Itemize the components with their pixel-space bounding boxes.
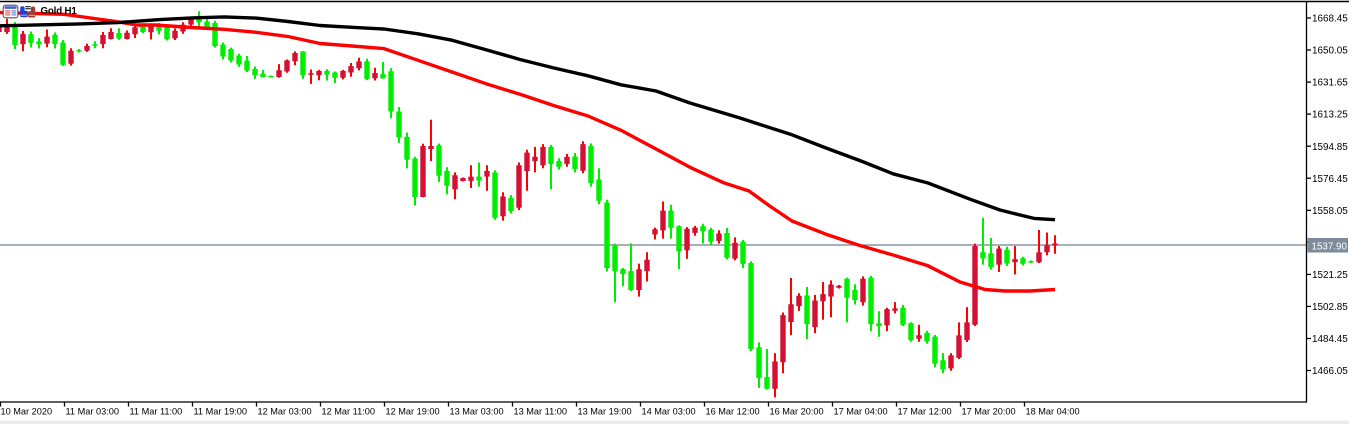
svg-text:18 Mar 04:00: 18 Mar 04:00: [1026, 407, 1080, 417]
svg-text:10 Mar 2020: 10 Mar 2020: [1, 407, 53, 417]
svg-text:17 Mar 20:00: 17 Mar 20:00: [962, 407, 1016, 417]
svg-text:1613.25: 1613.25: [1312, 110, 1348, 121]
svg-text:1466.05: 1466.05: [1312, 366, 1348, 377]
svg-text:1576.45: 1576.45: [1312, 174, 1348, 185]
svg-text:13 Mar 03:00: 13 Mar 03:00: [450, 407, 504, 417]
svg-text:1484.45: 1484.45: [1312, 334, 1348, 345]
svg-text:1631.65: 1631.65: [1312, 78, 1348, 89]
svg-text:16 Mar 12:00: 16 Mar 12:00: [706, 407, 760, 417]
svg-text:11 Mar 11:00: 11 Mar 11:00: [130, 407, 183, 417]
svg-text:Gold H1: Gold H1: [41, 6, 78, 17]
svg-text:11 Mar 03:00: 11 Mar 03:00: [66, 407, 119, 417]
svg-text:1668.45: 1668.45: [1312, 14, 1348, 25]
svg-text:16 Mar 20:00: 16 Mar 20:00: [770, 407, 824, 417]
svg-text:14 Mar 03:00: 14 Mar 03:00: [642, 407, 696, 417]
svg-text:1594.85: 1594.85: [1312, 142, 1348, 153]
svg-text:1537.90: 1537.90: [1312, 241, 1348, 252]
svg-text:1521.25: 1521.25: [1312, 270, 1348, 281]
svg-text:11 Mar 19:00: 11 Mar 19:00: [194, 407, 247, 417]
svg-text:12 Mar 11:00: 12 Mar 11:00: [322, 407, 375, 417]
svg-text:17 Mar 04:00: 17 Mar 04:00: [834, 407, 888, 417]
svg-text:17 Mar 12:00: 17 Mar 12:00: [898, 407, 952, 417]
svg-text:12 Mar 03:00: 12 Mar 03:00: [258, 407, 312, 417]
svg-text:1650.05: 1650.05: [1312, 46, 1348, 57]
svg-text:13 Mar 19:00: 13 Mar 19:00: [578, 407, 632, 417]
svg-text:12 Mar 19:00: 12 Mar 19:00: [386, 407, 440, 417]
svg-text:1558.05: 1558.05: [1312, 206, 1348, 217]
svg-text:1502.85: 1502.85: [1312, 302, 1348, 313]
svg-text:13 Mar 11:00: 13 Mar 11:00: [514, 407, 567, 417]
